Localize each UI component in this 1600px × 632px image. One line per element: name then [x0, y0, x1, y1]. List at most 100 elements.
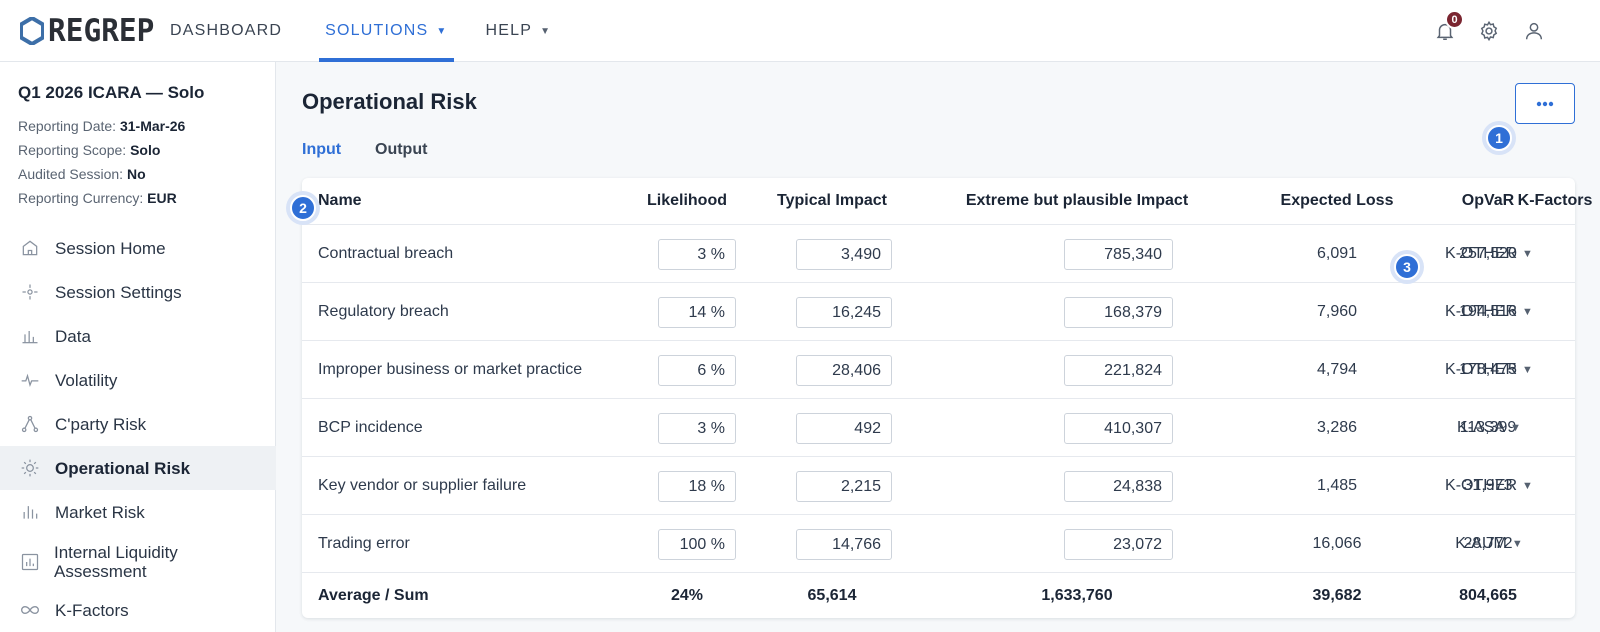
reporting-scope: Reporting Scope: Solo [18, 142, 160, 158]
caret-down-icon: ▼ [540, 25, 552, 37]
notifications-button[interactable]: 0 [1432, 10, 1464, 44]
k-factor-select[interactable]: K-ASA ▼ [1424, 399, 1554, 456]
k-factor-select[interactable]: K-OTHER ▼ [1424, 225, 1554, 282]
summary-expected-loss: 39,682 [1312, 586, 1362, 604]
expected-loss-value: 7,960 [1316, 302, 1358, 320]
extreme-impact-input[interactable]: 785,340 [1064, 239, 1173, 270]
likelihood-input[interactable]: 3 % [658, 413, 736, 444]
table-row: Trading error 100 % 14,766 23,072 16,066… [302, 515, 1575, 573]
caret-down-icon: ▼ [1522, 247, 1533, 260]
row-name: Improper business or market practice [318, 360, 583, 378]
header-name: Name [318, 192, 362, 209]
sidebar-item-label: Session Home [55, 238, 166, 258]
sidebar-item-session-settings[interactable]: Session Settings [0, 270, 276, 314]
sidebar-item-operational-risk[interactable]: Operational Risk [0, 446, 276, 490]
typical-impact-input[interactable]: 14,766 [796, 529, 892, 560]
table-row: BCP incidence 3 % 492 410,307 3,286 113,… [302, 399, 1575, 457]
expected-loss-value: 4,794 [1316, 360, 1358, 378]
typical-impact-input[interactable]: 3,490 [796, 239, 892, 270]
infinity-icon [19, 599, 41, 621]
caret-down-icon: ▼ [1522, 305, 1533, 318]
session-title: Q1 2026 ICARA — Solo [18, 83, 205, 102]
header-expected-loss: Expected Loss [1280, 192, 1394, 209]
likelihood-input[interactable]: 6 % [658, 355, 736, 386]
summary-row: Average / Sum 24% 65,614 1,633,760 39,68… [302, 573, 1575, 618]
extreme-impact-input[interactable]: 410,307 [1064, 413, 1173, 444]
home-icon [19, 237, 41, 259]
nav-solutions-label: SOLUTIONS [325, 22, 429, 39]
sidebar-item-label: Data [55, 326, 91, 346]
sun-icon [19, 457, 41, 479]
summary-extreme-impact: 1,633,760 [1041, 586, 1113, 604]
extreme-impact-input[interactable]: 24,838 [1064, 471, 1173, 502]
sidebar-item-volatility[interactable]: Volatility [0, 358, 276, 402]
expected-loss-value: 1,485 [1316, 476, 1358, 494]
expected-loss-value: 16,066 [1312, 534, 1362, 552]
logo[interactable]: REGREP [20, 13, 160, 49]
meta-value: EUR [147, 190, 177, 206]
table-row: Key vendor or supplier failure 18 % 2,21… [302, 457, 1575, 515]
typical-impact-input[interactable]: 492 [796, 413, 892, 444]
tab-output[interactable]: Output [375, 141, 428, 158]
sidebar: Q1 2026 ICARA — Solo Reporting Date: 31-… [0, 62, 276, 632]
network-icon [19, 413, 41, 435]
likelihood-input[interactable]: 100 % [658, 529, 736, 560]
caret-down-icon: ▼ [1522, 479, 1533, 492]
k-factor-value: K-ASA [1457, 418, 1506, 436]
likelihood-input[interactable]: 3 % [658, 239, 736, 270]
row-name: Regulatory breach [318, 302, 449, 320]
tab-input[interactable]: Input [302, 141, 342, 158]
nav-dashboard-label: DASHBOARD [170, 22, 283, 39]
reporting-date: Reporting Date: 31-Mar-26 [18, 118, 185, 134]
summary-opvar: 804,665 [1459, 586, 1517, 604]
meta-label: Reporting Scope: [18, 142, 131, 158]
bars-icon [19, 501, 41, 523]
typical-impact-input[interactable]: 28,406 [796, 355, 892, 386]
k-factor-select[interactable]: K-OTHER ▼ [1424, 341, 1554, 398]
nav-dashboard[interactable]: DASHBOARD [170, 0, 282, 62]
pulse-icon [19, 369, 41, 391]
sidebar-item-cparty-risk[interactable]: C'party Risk [0, 402, 276, 446]
sidebar-item-internal-liquidity-assessment[interactable]: Internal Liquidity Assessment [0, 541, 276, 583]
meta-value: No [126, 166, 146, 182]
sidebar-item-label: Market Risk [55, 502, 145, 522]
k-factor-value: K-OTHER [1445, 244, 1518, 262]
header-likelihood: Likelihood [647, 192, 727, 209]
meta-label: Audited Session: [18, 166, 127, 182]
typical-impact-input[interactable]: 16,245 [796, 297, 892, 328]
meta-value: 31-Mar-26 [119, 118, 186, 134]
k-factor-select[interactable]: K-OTHER ▼ [1424, 283, 1554, 340]
page-title: Operational Risk [302, 89, 477, 114]
header-opvar: OpVaR [1461, 192, 1515, 209]
extreme-impact-input[interactable]: 168,379 [1064, 297, 1173, 328]
sidebar-item-market-risk[interactable]: Market Risk [0, 490, 276, 534]
row-name: BCP incidence [318, 418, 423, 436]
expected-loss-value: 6,091 [1316, 244, 1358, 262]
hexagon-logo-icon [20, 17, 44, 45]
k-factor-select[interactable]: K-AUM ▼ [1424, 515, 1554, 572]
main-nav: DASHBOARD SOLUTIONS ▼ HELP ▼ [170, 0, 551, 62]
step-marker-number: 2 [290, 195, 316, 221]
row-name: Trading error [318, 534, 410, 552]
nav-help[interactable]: HELP ▼ [486, 0, 552, 62]
extreme-impact-input[interactable]: 221,824 [1064, 355, 1173, 386]
more-options-button[interactable] [1515, 83, 1575, 124]
sidebar-item-session-home[interactable]: Session Home [0, 226, 276, 270]
sidebar-item-data[interactable]: Data [0, 314, 276, 358]
opvar-value: 31,973 [1463, 476, 1513, 494]
typical-impact-input[interactable]: 2,215 [796, 471, 892, 502]
opvar-value: 113,399 [1459, 418, 1517, 436]
nav-solutions[interactable]: SOLUTIONS ▼ [319, 0, 454, 62]
table-row: Regulatory breach 14 % 16,245 168,379 7,… [302, 283, 1575, 341]
top-bar: REGREP DASHBOARD SOLUTIONS ▼ HELP ▼ 0 [0, 0, 1600, 62]
user-button[interactable] [1521, 18, 1547, 44]
extreme-impact-input[interactable]: 23,072 [1064, 529, 1173, 560]
sidebar-item-k-factors[interactable]: K-Factors [0, 588, 276, 632]
summary-label: Average / Sum [318, 586, 429, 604]
meta-label: Reporting Currency: [18, 190, 148, 206]
likelihood-input[interactable]: 14 % [658, 297, 736, 328]
chart-box-icon [19, 551, 41, 573]
likelihood-input[interactable]: 18 % [658, 471, 736, 502]
settings-button[interactable] [1476, 18, 1502, 44]
k-factor-select[interactable]: K-OTHER ▼ [1424, 457, 1554, 514]
